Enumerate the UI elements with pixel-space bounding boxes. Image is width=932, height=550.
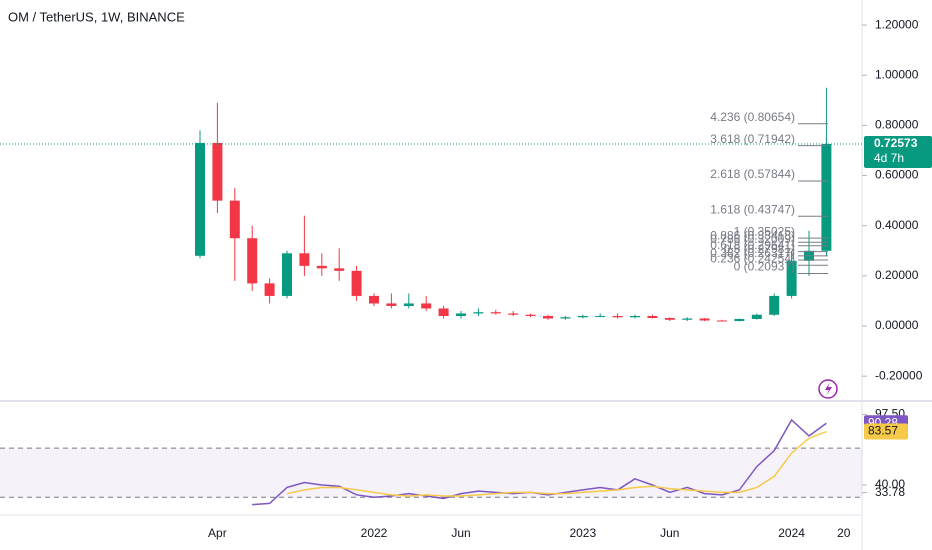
fib-label: 1.618 (0.43747) [710, 202, 795, 216]
candle-body [403, 303, 414, 306]
y-tick-label: -0.20000 [875, 368, 923, 382]
fib-label: 0 (0.20937) [734, 260, 795, 274]
candle-body [612, 315, 623, 318]
candle-body [525, 314, 536, 316]
candle-body [264, 283, 275, 296]
candle-body [751, 314, 762, 319]
fib-label: 4.236 (0.80654) [710, 110, 795, 124]
candle-body [786, 260, 797, 296]
fib-label: 0.886 (0.33418) [710, 228, 795, 242]
value-badge-label: 83.57 [868, 424, 898, 438]
last-price-label: 0.72573 [874, 136, 918, 150]
fib-label: 3.618 (0.71942) [710, 132, 795, 146]
fib-label: 0.618 (0.29641) [710, 238, 795, 252]
x-tick-label: Jun [451, 526, 470, 540]
candle-body [438, 308, 449, 316]
candle-body [386, 303, 397, 306]
candle-body [369, 295, 379, 304]
candle-body [456, 313, 466, 316]
candle-body [717, 320, 727, 322]
fib-label: 0.5 (0.27981) [724, 242, 795, 256]
rsi-band [0, 448, 862, 498]
candle-body [473, 312, 484, 314]
candle-body [734, 318, 745, 322]
x-tick-label: 2022 [361, 526, 388, 540]
y-tick-label: 33.78 [875, 485, 905, 499]
chart-title: OM / TetherUS, 1W, BINANCE [8, 9, 185, 24]
candle-body [351, 270, 362, 296]
candle-body [490, 312, 501, 314]
candle-body [421, 303, 432, 309]
candle-body [299, 253, 310, 266]
x-tick-label: 2024 [778, 526, 805, 540]
candle-body [212, 142, 223, 201]
fib-label: 1 (0.35025) [734, 224, 795, 238]
fib-label: 0.236 (0.24254) [710, 251, 795, 265]
fib-label: 2.618 (0.57844) [710, 167, 795, 181]
candle-body [508, 313, 519, 315]
candle-body [577, 315, 588, 318]
y-tick-label: 0.60000 [875, 168, 919, 182]
rsi-line [286, 430, 827, 497]
candle-body [282, 253, 292, 296]
candle-body [560, 317, 571, 319]
candle-body [821, 144, 832, 251]
x-tick-label: Apr [208, 526, 227, 540]
fib-label: 0.382 (0.26317) [710, 246, 795, 260]
candle-body [699, 318, 710, 321]
alert-icon[interactable] [818, 379, 838, 399]
candle-body [247, 238, 258, 284]
candle-body [229, 200, 240, 239]
y-tick-label: 0.40000 [875, 218, 919, 232]
candle-body [316, 265, 327, 269]
y-tick-label: 1.20000 [875, 17, 919, 31]
candle-body [195, 142, 205, 256]
fib-label: 0.786 (0.32009) [710, 232, 795, 246]
last-price-badge [864, 136, 932, 169]
y-tick-label: 1.00000 [875, 67, 919, 81]
x-tick-label: 20 [837, 526, 851, 540]
y-tick-label: 0.80000 [875, 118, 919, 132]
y-tick-label: 0.20000 [875, 268, 919, 282]
candle-body [630, 315, 640, 318]
value-badge [864, 423, 908, 440]
countdown-label: 4d 7h [874, 151, 904, 165]
candle-body [647, 315, 658, 318]
y-tick-label: 40.00 [875, 477, 905, 491]
x-tick-label: 2023 [569, 526, 596, 540]
candle-body [682, 318, 693, 320]
candle-body [769, 295, 780, 315]
candle-body [543, 315, 553, 319]
y-tick-label: 0.00000 [875, 318, 919, 332]
x-tick-label: Jun [660, 526, 679, 540]
candle-body [334, 268, 345, 271]
candle-body [595, 315, 606, 317]
candle-body [664, 317, 675, 320]
